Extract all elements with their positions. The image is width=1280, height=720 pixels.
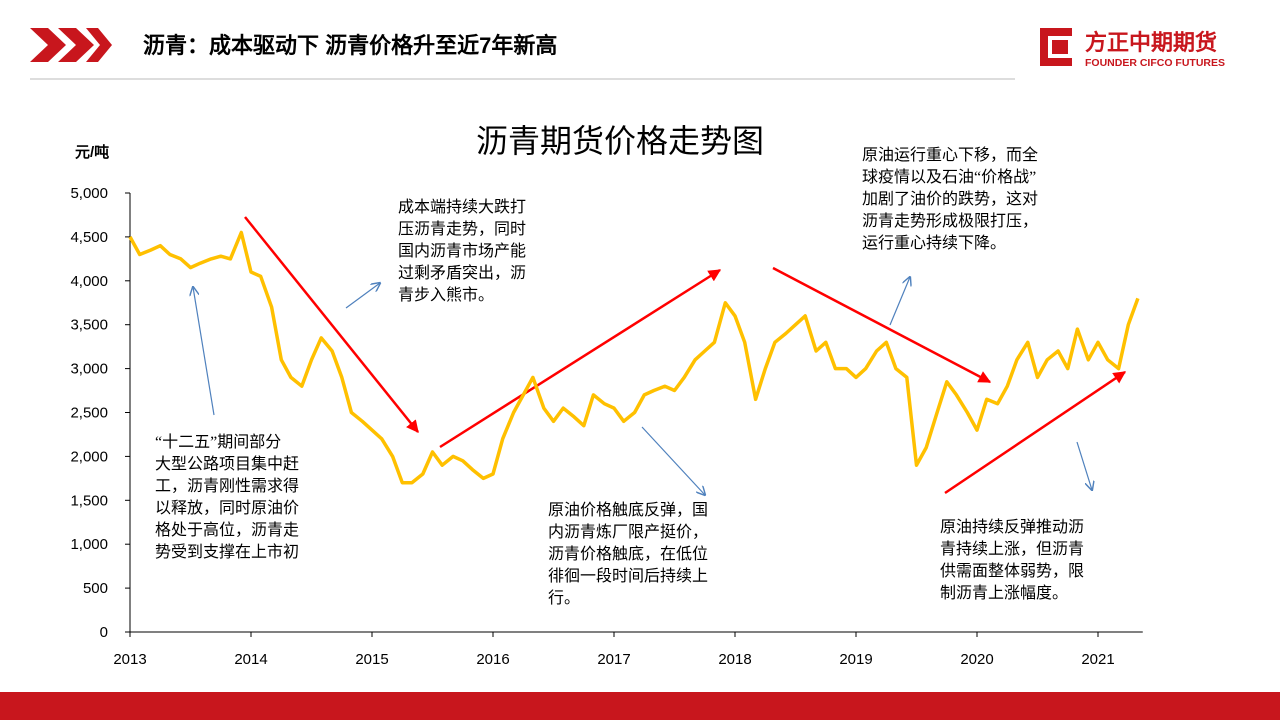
y-tick-label: 4,500 [70,229,108,246]
x-tick-label: 2015 [355,651,388,668]
annotation-line: 球疫情以及石油“价格战” [862,168,1036,186]
annotation-line: 原油持续反弹推动沥 [940,518,1084,536]
annotation-line: 运行重心持续下降。 [862,234,1006,252]
annotation-line: 制沥青上涨幅度。 [940,584,1068,602]
slide-title: 沥青：成本驱动下 沥青价格升至近7年新高 [143,33,557,58]
header-chevrons [30,28,112,62]
x-tick-label: 2017 [597,651,630,668]
logo-mark [1040,28,1072,66]
footer-bar [0,692,1280,720]
annotation-line: 内沥青炼厂限产挺价， [548,523,708,541]
annotation-line: 加剧了油价的跌势，这对 [862,190,1038,208]
annotation-line: 势受到支撑在上市初 [155,543,299,561]
y-tick-label: 4,000 [70,273,108,290]
annotation-line: 过剩矛盾突出，沥 [398,264,526,282]
annotation-line: 原油价格触底反弹，国 [548,501,708,519]
annotation-line: 沥青价格触底，在低位 [548,545,708,563]
y-tick-label: 5,000 [70,185,108,202]
y-tick-label: 3,500 [70,317,108,334]
price-line [128,230,1140,485]
x-tick-label: 2021 [1081,651,1114,668]
annotation-line: 成本端持续大跌打 [398,198,526,216]
x-tick-label: 2014 [234,651,267,668]
y-tick-label: 500 [83,580,108,597]
annotation-line: 青步入熊市。 [398,286,494,304]
y-tick-label: 1,000 [70,536,108,553]
y-tick-label: 2,000 [70,448,108,465]
annotation-line: 青持续上涨，但沥青 [940,540,1084,558]
x-tick-label: 2013 [113,651,146,668]
y-tick-label: 1,500 [70,492,108,509]
y-tick-label: 3,000 [70,361,108,378]
y-axis-label: 元/吨 [75,143,109,161]
annotation-line: 压沥青走势，同时 [398,220,526,238]
annotation-line: 原油运行重心下移，而全 [862,146,1038,164]
annotation-line: 国内沥青市场产能 [398,242,526,260]
annotation-line: 徘徊一段时间后持续上 [548,567,708,585]
x-tick-label: 2020 [960,651,993,668]
logo-text: 方正中期期货 [1085,30,1217,55]
annotation-line: 沥青走势形成极限打压， [862,212,1038,230]
x-tick-label: 2019 [839,651,872,668]
annotation-line: 以释放，同时原油价 [155,499,299,517]
annotation-line: 格处于高位，沥青走 [155,521,299,539]
annotation-line: 工，沥青刚性需求得 [155,477,299,495]
y-tick-label: 0 [100,624,108,641]
arrows [244,216,1127,495]
annotation-line: 供需面整体弱势，限 [940,562,1084,580]
y-tick-label: 2,500 [70,405,108,422]
x-tick-label: 2016 [476,651,509,668]
x-tick-label: 2018 [718,651,751,668]
annotation-line: 行。 [548,589,580,607]
pointer-arrows [193,277,1092,495]
annotation-line: “十二五”期间部分 [155,433,281,451]
annotation-line: 大型公路项目集中赶 [155,455,299,473]
logo-subtext: FOUNDER CIFCO FUTURES [1085,57,1225,69]
chart-title: 沥青期货价格走势图 [476,123,764,159]
